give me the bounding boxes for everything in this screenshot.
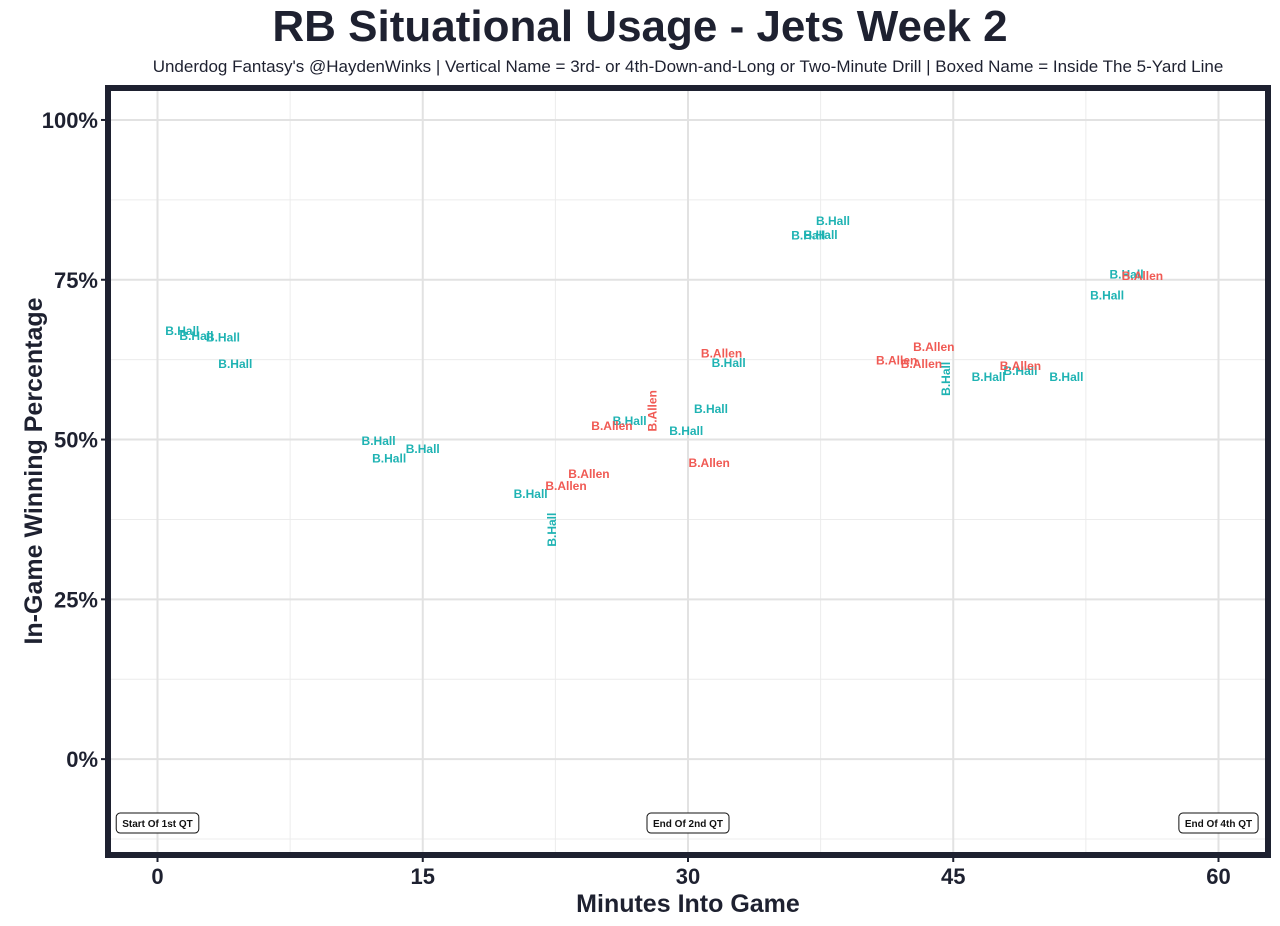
annotation-box	[1178, 812, 1259, 834]
point-label-bhall: B.Hall	[1090, 289, 1124, 303]
point-label-bhall: B.Hall	[514, 487, 548, 501]
point-label-bhall: B.Hall	[791, 229, 825, 243]
plot-panel-border	[105, 85, 1271, 858]
quarter-annotation: End Of 2nd QT	[646, 812, 730, 834]
x-axis-title: Minutes Into Game	[576, 890, 800, 918]
annotation-box	[115, 812, 200, 834]
annotation-label: End Of 2nd QT	[653, 819, 723, 830]
point-label-bhall: B.Hall	[362, 434, 396, 448]
point-label-bhall: B.Hall	[372, 452, 406, 466]
point-label-ballen: B.Allen	[591, 419, 632, 433]
player-points: B.HallB.HallB.HallB.HallB.HallB.HallB.Ha…	[165, 214, 1163, 547]
point-label-bhall: B.Hall	[206, 330, 240, 344]
point-label-ballen: B.Allen	[568, 467, 609, 481]
point-label-bhall: B.Hall	[972, 370, 1006, 384]
point-label-bhall: B.Hall	[165, 324, 199, 338]
major-gridlines	[108, 88, 1268, 855]
quarter-annotation: End Of 4th QT	[1178, 812, 1259, 834]
y-tick-label: 25%	[54, 587, 98, 612]
point-label-ballen: B.Allen	[545, 479, 586, 493]
y-tick-label: 75%	[54, 268, 98, 293]
annotation-label: End Of 4th QT	[1185, 819, 1252, 830]
point-label-bhall: B.Hall	[1049, 370, 1083, 384]
quarter-annotations: Start Of 1st QT End Of 2nd QT End Of 4th Q…	[115, 812, 1259, 834]
x-tick-label: 15	[411, 864, 435, 889]
annotation-label: Start Of 1st QT	[122, 819, 193, 830]
annotation-box	[646, 812, 730, 834]
point-label-bhall: B.Hall	[1003, 364, 1037, 378]
point-label-bhall: B.Hall	[669, 424, 703, 438]
quarter-annotation: Start Of 1st QT	[115, 812, 200, 834]
point-label-ballen: B.Allen	[1122, 269, 1163, 283]
point-label-ballen: B.Allen	[689, 456, 730, 470]
point-label-bhall: B.Hall	[694, 402, 728, 416]
point-label-ballen: B.Allen	[913, 340, 954, 354]
y-tick-label: 50%	[54, 428, 98, 453]
x-axis-ticks: 0 15 30 45 60	[151, 858, 1231, 889]
point-label-ballen: B.Allen	[901, 357, 942, 371]
y-tick-label: 0%	[66, 747, 98, 772]
y-axis-title: In-Game Winning Percentage	[20, 297, 48, 644]
point-label-bhall: B.Hall	[613, 414, 647, 428]
point-label-ballen: B.Allen	[1000, 359, 1041, 373]
point-label-ballen: B.Allen	[876, 353, 917, 367]
point-label-bhall: B.Hall	[939, 362, 953, 396]
point-label-bhall: B.Hall	[545, 513, 559, 547]
x-tick-label: 60	[1206, 864, 1230, 889]
x-tick-label: 45	[941, 864, 965, 889]
y-axis-ticks: 0% 25% 50% 75% 100%	[42, 108, 105, 772]
point-label-ballen: B.Allen	[646, 390, 660, 431]
chart-subtitle: Underdog Fantasy's @HaydenWinks | Vertic…	[152, 57, 1224, 76]
point-label-bhall: B.Hall	[179, 329, 213, 343]
point-label-bhall: B.Hall	[1110, 268, 1144, 282]
x-tick-label: 0	[151, 864, 163, 889]
point-label-ballen: B.Allen	[701, 346, 742, 360]
point-label-bhall: B.Hall	[218, 357, 252, 371]
point-label-bhall: B.Hall	[406, 442, 440, 456]
chart-title: RB Situational Usage - Jets Week 2	[272, 2, 1008, 51]
point-label-bhall: B.Hall	[816, 214, 850, 228]
x-tick-label: 30	[676, 864, 700, 889]
point-label-bhall: B.Hall	[804, 228, 838, 242]
y-tick-label: 100%	[42, 108, 98, 133]
point-label-bhall: B.Hall	[712, 356, 746, 370]
